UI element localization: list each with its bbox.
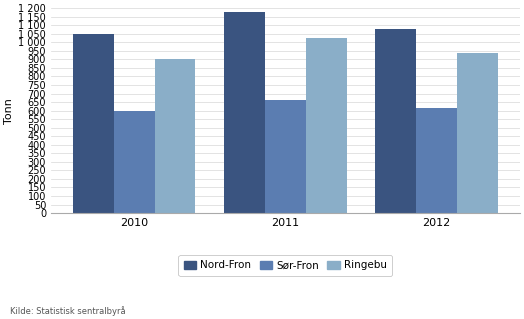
Bar: [265, 100, 306, 213]
Bar: [306, 38, 347, 213]
Y-axis label: Tonn: Tonn: [4, 98, 14, 123]
Bar: [224, 11, 265, 213]
Text: Kilde: Statistisk sentralbyrå: Kilde: Statistisk sentralbyrå: [10, 306, 126, 316]
Bar: [375, 29, 416, 213]
Bar: [416, 108, 457, 213]
Legend: Nord-Fron, Sør-Fron, Ringebu: Nord-Fron, Sør-Fron, Ringebu: [179, 255, 392, 276]
Bar: [114, 111, 155, 213]
Bar: [73, 34, 114, 213]
Bar: [155, 59, 195, 213]
Bar: [457, 53, 498, 213]
